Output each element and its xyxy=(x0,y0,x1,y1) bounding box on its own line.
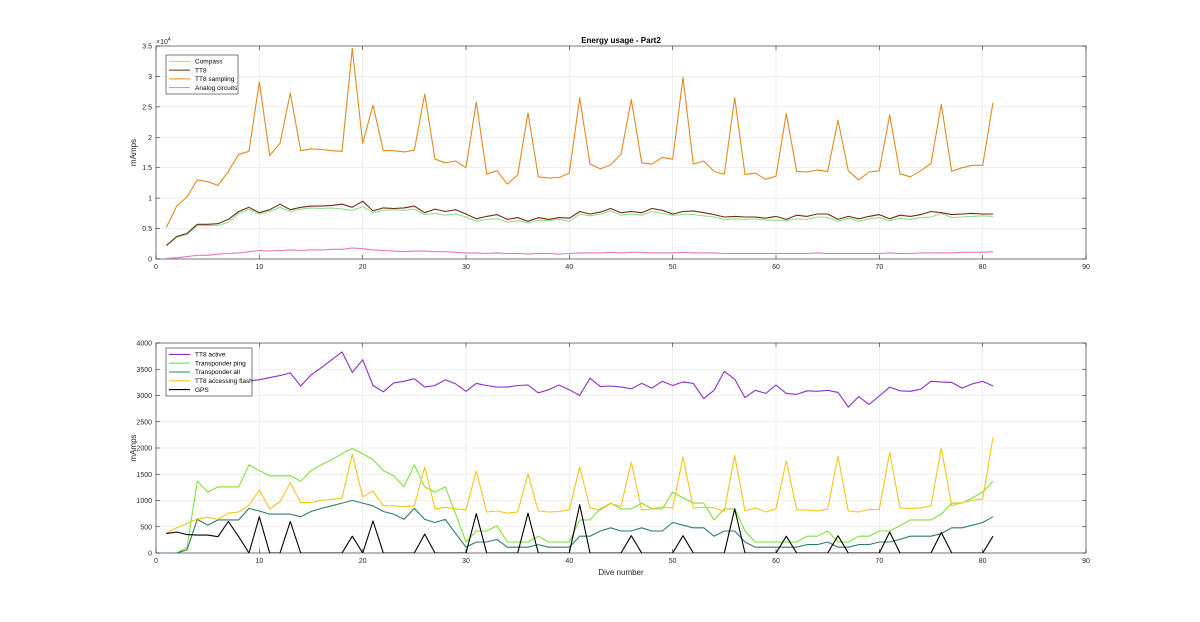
bottom-x-tick-label: 10 xyxy=(255,558,263,565)
top-legend-label-tt8-sampling: TT8 sampling xyxy=(195,76,235,83)
bottom-series-line-tt8-active xyxy=(238,351,994,408)
bottom-x-tick-label: 40 xyxy=(565,558,573,565)
top-y-tick-label: 0 xyxy=(148,257,152,264)
top-y-axis-label: mAmps xyxy=(129,139,138,166)
top-x-tick-label: 70 xyxy=(875,264,883,271)
top-y-exponent: 4 xyxy=(168,37,171,43)
bottom-legend-label-tt8-accessing-flash: TT8 accessing flash xyxy=(195,378,253,385)
bottom-y-tick-label: 2000 xyxy=(136,446,152,453)
bottom-x-tick-label: 60 xyxy=(772,558,780,565)
top-series-line-tt8 xyxy=(165,200,993,247)
bottom-y-tick-label: 1500 xyxy=(136,472,152,479)
top-legend-label-tt8: TT8 xyxy=(195,67,207,74)
bottom-series-line-transponder-all xyxy=(166,499,994,553)
top-x-tick-label: 40 xyxy=(565,264,573,271)
top-y-tick-label: 2 xyxy=(148,135,152,142)
bottom-x-tick-label: 70 xyxy=(875,558,883,565)
top-x-tick-label: 30 xyxy=(462,264,470,271)
bottom-legend-label-gps: GPS xyxy=(195,387,209,394)
top-x-tick-label: 10 xyxy=(255,264,263,271)
top-y-tick-label: 2.5 xyxy=(142,104,152,111)
bottom-x-tick-label: 30 xyxy=(462,558,470,565)
bottom-legend-label-tt8-active: TT8 active xyxy=(195,352,226,359)
bottom-x-axis-label: Dive number xyxy=(598,568,644,577)
top-chart-title: Energy usage - Part2 xyxy=(581,36,661,45)
top-y-exponent-label: ×104 xyxy=(156,37,171,46)
bottom-y-tick-label: 4000 xyxy=(136,341,152,348)
top-y-tick-label: 1 xyxy=(148,196,152,203)
bottom-legend-label-transponder-all: Transponder all xyxy=(195,369,240,376)
top-legend-label-compass: Compass xyxy=(195,59,223,66)
bottom-y-tick-label: 3500 xyxy=(136,367,152,374)
top-x-tick-label: 0 xyxy=(154,264,158,271)
top-y-tick-label: 3.5 xyxy=(142,44,152,51)
top-y-tick-label: 0.5 xyxy=(142,226,152,233)
bottom-x-tick-label: 0 xyxy=(154,558,158,565)
bottom-y-tick-label: 500 xyxy=(140,524,152,531)
top-y-tick-label: 1.5 xyxy=(142,165,152,172)
bottom-series-line-gps xyxy=(166,504,994,553)
top-legend-label-analog-circuits: Analog circuits xyxy=(195,85,238,92)
top-series-line-analog-circuits xyxy=(166,247,994,259)
bottom-x-tick-label: 90 xyxy=(1082,558,1090,565)
top-series-line-compass xyxy=(165,206,994,247)
top-plot: 0 10 20 30 40 50 60 70 80 90 0 0.5 1 1.5 2 2.5 3 3.5 ×104 E… xyxy=(129,36,1090,271)
bottom-y-tick-label: 1000 xyxy=(136,498,152,505)
top-x-tick-label: 60 xyxy=(772,264,780,271)
bottom-x-tick-label: 50 xyxy=(669,558,677,565)
bottom-y-tick-label: 2500 xyxy=(136,419,152,426)
bottom-series-line-transponder-ping xyxy=(166,447,994,553)
top-x-tick-label: 20 xyxy=(359,264,367,271)
bottom-x-tick-label: 80 xyxy=(979,558,987,565)
top-series-line-tt8-sampling xyxy=(165,47,994,228)
top-x-tick-label: 90 xyxy=(1082,264,1090,271)
bottom-plot: 0 10 20 30 40 50 60 70 80 90 0 500 1000 1500 2000 2500 3… xyxy=(129,341,1090,578)
bottom-x-tick-label: 20 xyxy=(359,558,367,565)
bottom-y-tick-label: 0 xyxy=(148,551,152,558)
top-y-tick-label: 3 xyxy=(148,74,152,81)
bottom-series-line-tt8-accessing-flash xyxy=(166,437,994,534)
bottom-legend-label-transponder-ping: Transponder ping xyxy=(195,360,246,367)
top-x-tick-label: 50 xyxy=(669,264,677,271)
top-x-tick-label: 80 xyxy=(979,264,987,271)
top-axes-box xyxy=(155,45,1087,260)
bottom-y-axis-label: mAmps xyxy=(129,434,138,461)
bottom-y-tick-label: 3000 xyxy=(136,393,152,400)
